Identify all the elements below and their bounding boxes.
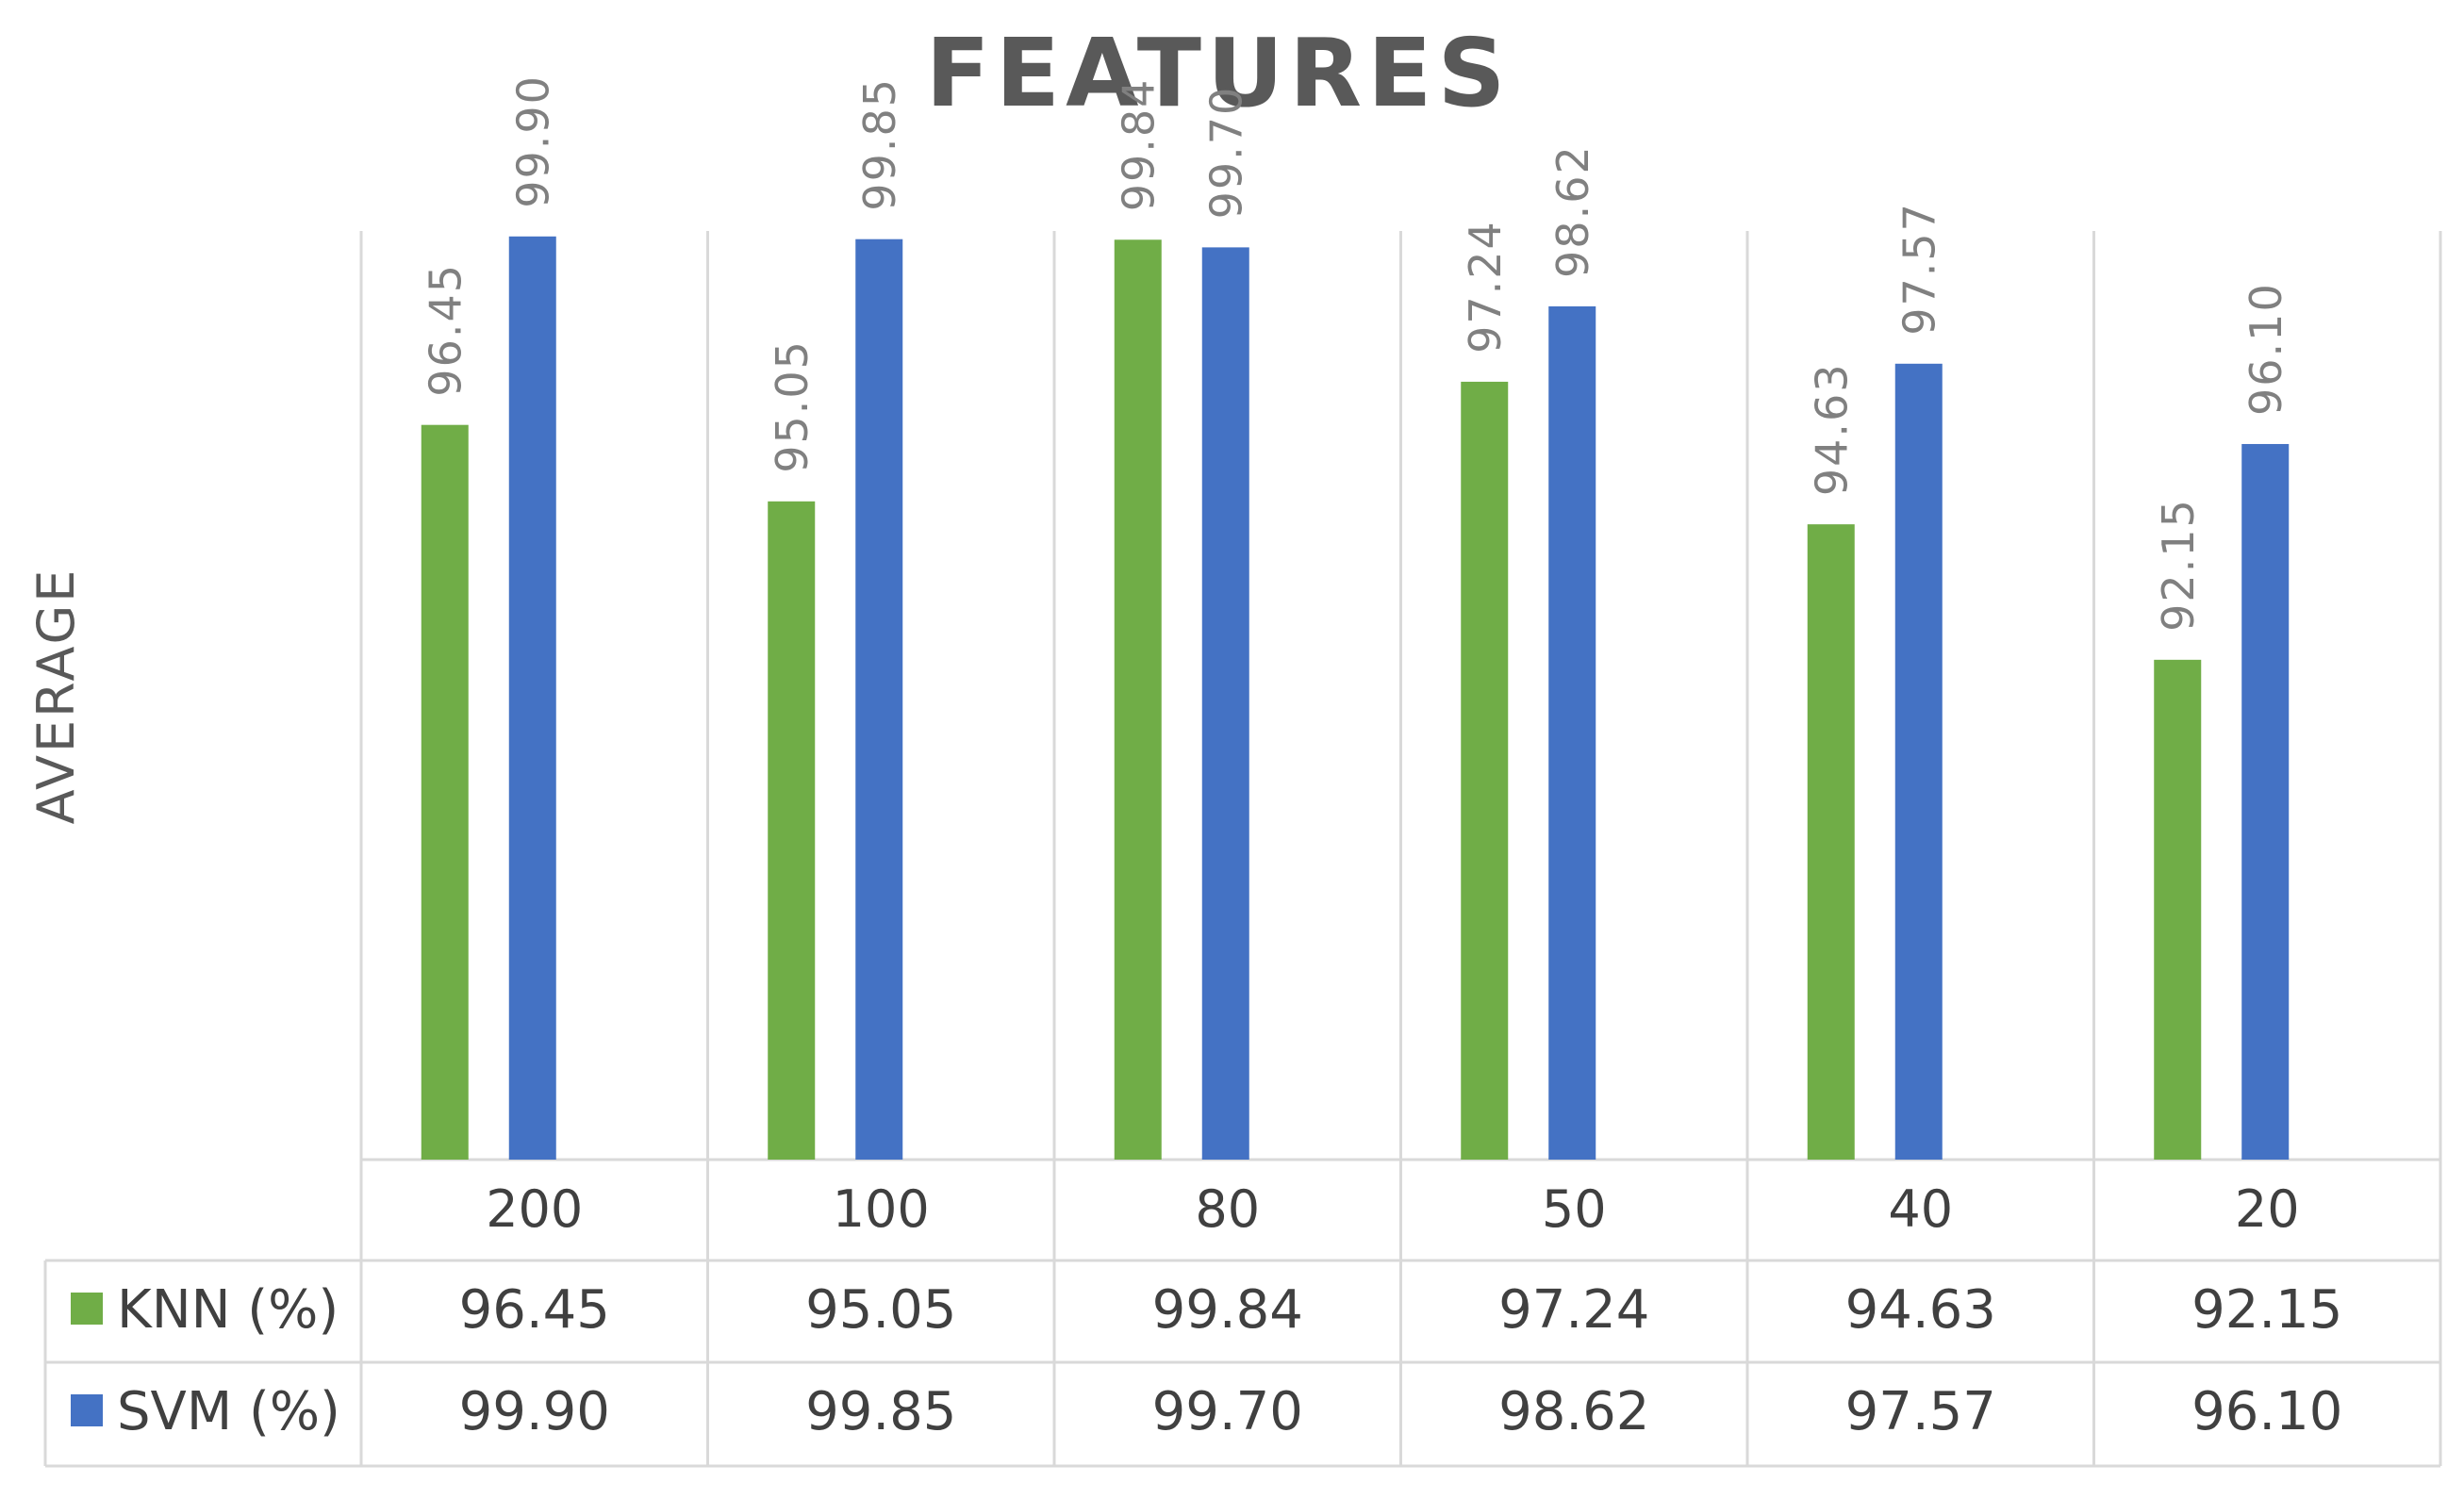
bar-svm-50 <box>1548 305 1596 1160</box>
data-label-svm-80: 99.70 <box>1201 86 1252 220</box>
legend-key-knn <box>71 1293 103 1325</box>
x-tick-label: 50 <box>1542 1179 1607 1239</box>
table-cell-knn: 97.24 <box>1498 1279 1649 1341</box>
x-tick-label: 20 <box>2235 1179 2300 1239</box>
legend-label-svm: SVM (%) <box>117 1381 340 1442</box>
legend-label-knn: KNN (%) <box>117 1279 339 1341</box>
bar-knn-40 <box>1807 524 1855 1160</box>
chart-title: FEATURES <box>926 18 1512 128</box>
table-cell-svm: 99.90 <box>459 1381 610 1442</box>
data-label-svm-200: 99.90 <box>508 74 559 208</box>
bar-knn-200 <box>421 424 469 1160</box>
data-labels: 96.45 95.05 99.84 97.24 94.63 92.15 99.90 99.85… <box>421 74 2292 632</box>
data-label-knn-100: 95.05 <box>767 339 818 473</box>
table-cell-knn: 99.84 <box>1152 1279 1303 1341</box>
table-cell-svm: 98.62 <box>1498 1381 1649 1442</box>
table-cell-svm: 99.85 <box>805 1381 956 1442</box>
data-label-svm-40: 97.57 <box>1894 202 1945 336</box>
data-label-knn-80: 99.84 <box>1114 78 1165 212</box>
y-axis-label: AVERAGE <box>26 568 86 825</box>
bar-knn-100 <box>768 501 816 1160</box>
legend-key-svm <box>71 1394 103 1426</box>
data-label-svm-50: 98.62 <box>1547 144 1598 278</box>
bar-svm-200 <box>508 236 556 1160</box>
grid <box>43 231 2442 1468</box>
data-table: 200 100 80 50 40 20 KNN (%) 96.45 95.05 99.84 97.2… <box>71 1179 2342 1442</box>
bar-knn-80 <box>1114 239 1162 1161</box>
table-cell-svm: 96.10 <box>2191 1381 2342 1442</box>
bar-svm-40 <box>1894 363 1943 1160</box>
x-tick-label: 200 <box>486 1179 583 1239</box>
x-tick-label: 100 <box>833 1179 930 1239</box>
bar-svm-80 <box>1201 247 1249 1161</box>
table-cell-knn: 94.63 <box>1845 1279 1996 1341</box>
data-label-knn-20: 92.15 <box>2153 498 2204 632</box>
table-cell-svm: 97.57 <box>1845 1381 1996 1442</box>
data-label-knn-200: 96.45 <box>421 263 471 397</box>
bar-knn-20 <box>2154 659 2202 1160</box>
x-tick-label: 80 <box>1195 1179 1260 1239</box>
bar-svm-20 <box>2241 443 2290 1160</box>
table-cell-knn: 96.45 <box>459 1279 610 1341</box>
bars <box>421 236 2290 1161</box>
bar-knn-50 <box>1461 381 1509 1161</box>
bar-svm-100 <box>855 239 903 1161</box>
x-tick-label: 40 <box>1888 1179 1953 1239</box>
data-label-knn-50: 97.24 <box>1460 220 1511 354</box>
data-label-svm-100: 99.85 <box>854 77 905 211</box>
table-cell-svm: 99.70 <box>1152 1381 1303 1442</box>
table-cell-knn: 92.15 <box>2191 1279 2342 1341</box>
data-label-svm-20: 96.10 <box>2241 282 2291 416</box>
table-cell-knn: 95.05 <box>805 1279 956 1341</box>
data-label-knn-40: 94.63 <box>1807 362 1858 496</box>
